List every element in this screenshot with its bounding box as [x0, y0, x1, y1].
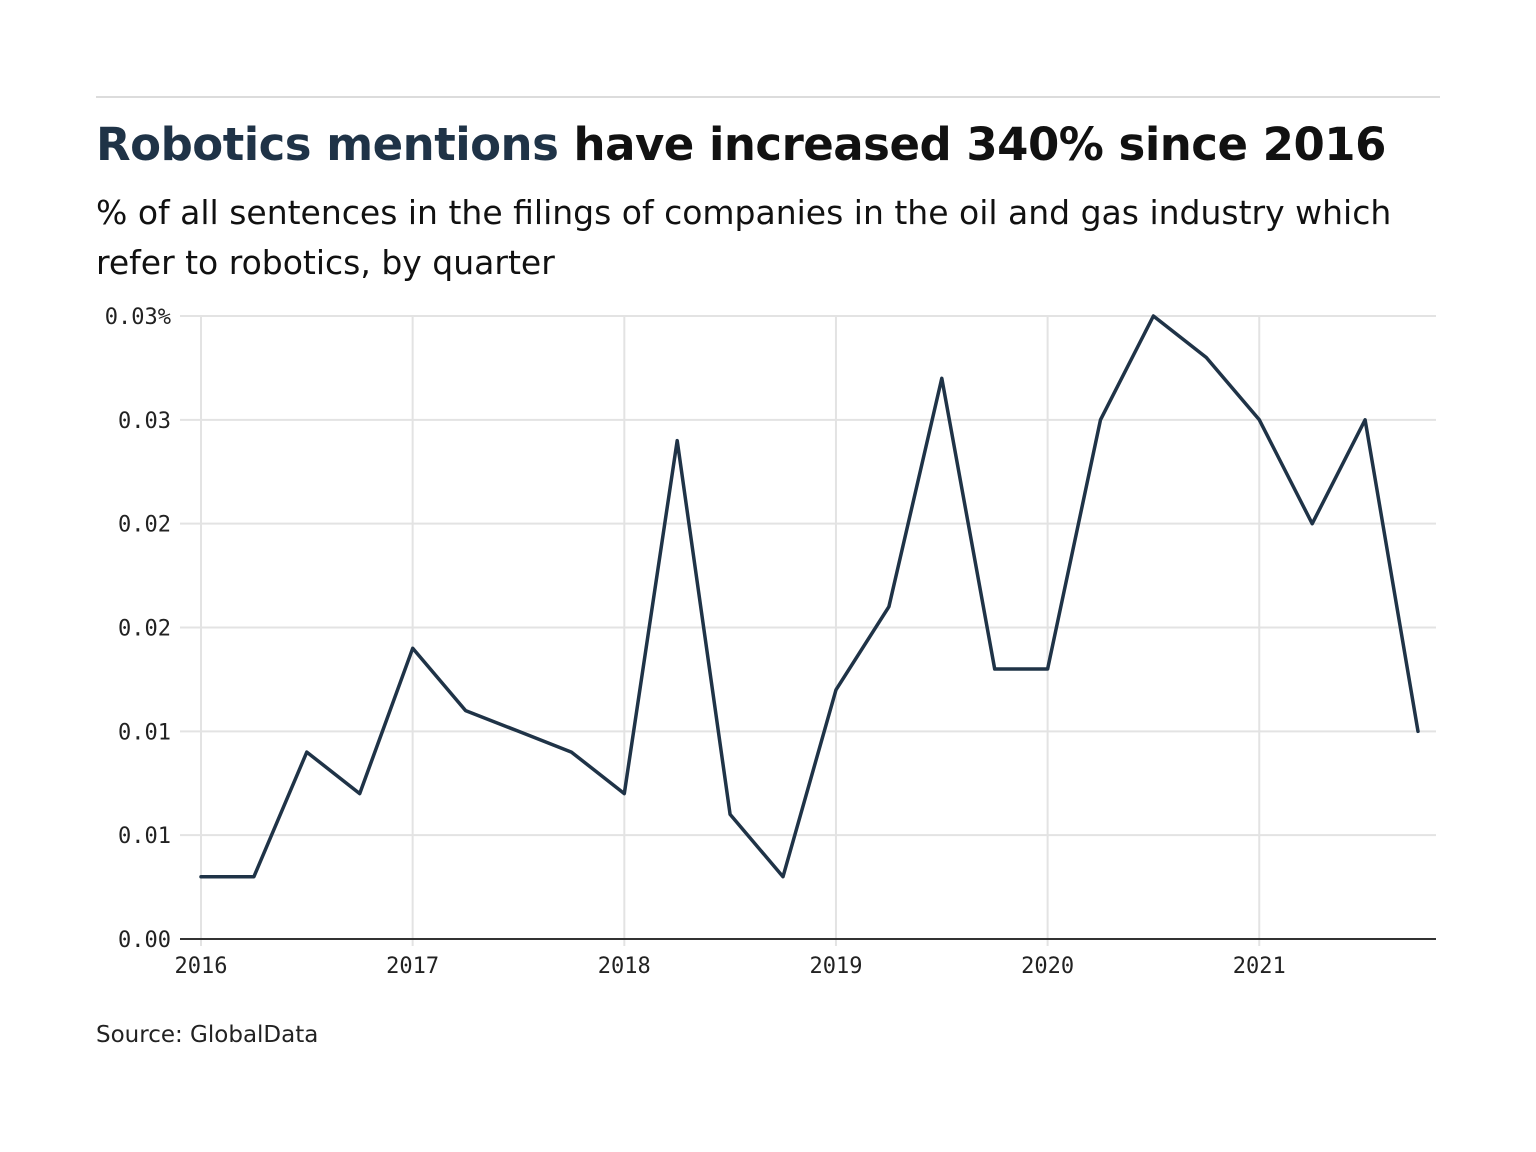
x-tick-label: 2018 [598, 954, 651, 979]
title-rest: have increased 340% since 2016 [558, 118, 1387, 171]
x-tick-label: 2017 [386, 954, 439, 979]
y-tick-label: 0.02 [118, 617, 171, 642]
chart-subtitle: % of all sentences in the filings of com… [96, 193, 1392, 282]
gridlines [180, 315, 1436, 946]
x-tick-label: 2016 [175, 954, 228, 979]
y-tick-label: 0.00 [118, 928, 171, 953]
y-tick-label: 0.03% [105, 305, 171, 330]
top-divider [96, 96, 1440, 98]
y-tick-label: 0.02 [118, 513, 171, 538]
x-axis-ticks: 2016 2017 2018 2019 2020 2021 [175, 954, 1286, 979]
y-tick-label: 0.03 [118, 409, 171, 434]
series-line-robotics [199, 314, 1420, 879]
x-tick-label: 2019 [809, 954, 862, 979]
y-axis-ticks: 0.00 0.01 0.01 0.02 0.02 0.03 0.03% [105, 305, 171, 953]
chart-title: Robotics mentions have increased 340% si… [96, 118, 1386, 171]
x-tick-label: 2021 [1233, 954, 1286, 979]
y-tick-label: 0.01 [118, 720, 171, 745]
y-tick-label: 0.01 [118, 824, 171, 849]
title-highlight: Robotics mentions [96, 118, 559, 171]
x-tick-label: 2020 [1021, 954, 1074, 979]
source-note: Source: GlobalData [96, 1022, 319, 1048]
